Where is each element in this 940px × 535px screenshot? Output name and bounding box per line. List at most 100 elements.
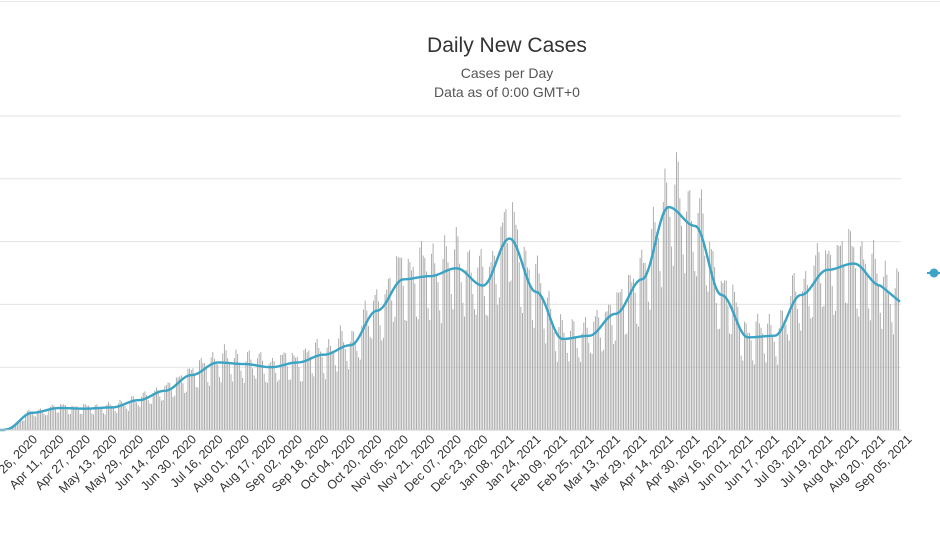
daily-bar [848,228,850,430]
daily-bar [455,227,457,430]
daily-bar [603,349,605,430]
daily-bar [126,408,128,430]
legend-dot-icon [929,268,939,278]
daily-bar [343,342,345,430]
daily-bar [474,309,475,430]
daily-bar [212,352,214,430]
daily-bar [691,221,692,430]
daily-bar [638,326,639,430]
daily-bar [81,413,83,430]
daily-bar [311,373,313,430]
daily-bar [356,350,358,430]
daily-bar [889,303,891,430]
chart-subtitle: Cases per Day [461,65,554,81]
daily-bar [873,240,875,430]
daily-bar [581,333,583,430]
daily-bar [23,420,25,430]
daily-bar [744,321,745,430]
daily-bar [386,289,388,430]
legend-marker[interactable] [927,268,940,278]
daily-bar [724,280,726,430]
daily-bar [401,257,403,430]
daily-bar [55,409,56,430]
daily-bar [661,287,663,430]
daily-bar [280,354,282,430]
daily-bar [245,361,247,430]
daily-bar [631,282,633,430]
daily-bar [674,184,676,430]
daily-bar [364,300,366,430]
daily-bar [83,404,85,430]
daily-bar [697,212,699,430]
daily-bar [430,253,432,430]
daily-bar [485,314,487,430]
daily-bar [371,338,373,430]
daily-bar [349,341,351,430]
daily-bar [815,255,817,430]
daily-bar [594,316,596,430]
daily-bar [124,405,126,430]
daily-bar [515,224,517,430]
daily-bar [530,285,532,430]
daily-bar [399,257,401,430]
daily-bar [464,316,465,430]
daily-bar [373,300,374,430]
daily-bar [639,257,641,430]
daily-bar [169,382,171,430]
daily-bar [131,396,133,430]
daily-bar [288,379,290,430]
daily-bar [74,406,76,430]
daily-bar [821,306,823,430]
daily-bar [53,405,55,430]
daily-bar [558,326,560,430]
daily-bar [550,308,552,430]
daily-bar [583,322,585,430]
daily-bar [237,353,239,430]
daily-bar [28,409,30,430]
daily-bar [770,325,772,430]
daily-bar [782,310,783,430]
daily-bar [765,362,767,430]
daily-bar [275,372,277,430]
daily-bar [291,352,293,430]
daily-bar [859,246,861,430]
daily-bar [551,323,553,430]
daily-bar [725,280,727,430]
daily-bar [790,295,792,430]
daily-bar [262,360,263,430]
daily-bar [33,415,35,430]
daily-bar [199,360,200,430]
daily-bar [729,333,730,430]
daily-bar [99,407,101,430]
daily-bar [823,305,825,430]
daily-bar [190,370,192,430]
daily-bar [840,245,841,430]
daily-bar [21,420,23,430]
daily-bar [104,414,106,430]
daily-bar [503,212,505,430]
daily-bar [111,405,113,430]
daily-bar [228,362,230,430]
daily-bar [689,190,691,430]
daily-bar [772,336,774,430]
daily-bar [156,387,157,430]
daily-bar [866,274,868,430]
daily-bar [242,377,244,430]
daily-bar [15,423,17,430]
daily-bar [209,385,210,430]
daily-bar [874,258,876,430]
daily-bar [351,330,353,430]
daily-bar [768,313,770,430]
daily-bar [18,421,20,430]
daily-bar [606,311,608,430]
daily-bar [117,403,119,430]
daily-bar [61,404,63,430]
daily-bar [25,414,27,430]
daily-bar [391,300,393,430]
daily-bar [78,409,80,430]
daily-bar [586,327,588,430]
top-divider [0,1,940,2]
daily-bar [414,283,416,430]
